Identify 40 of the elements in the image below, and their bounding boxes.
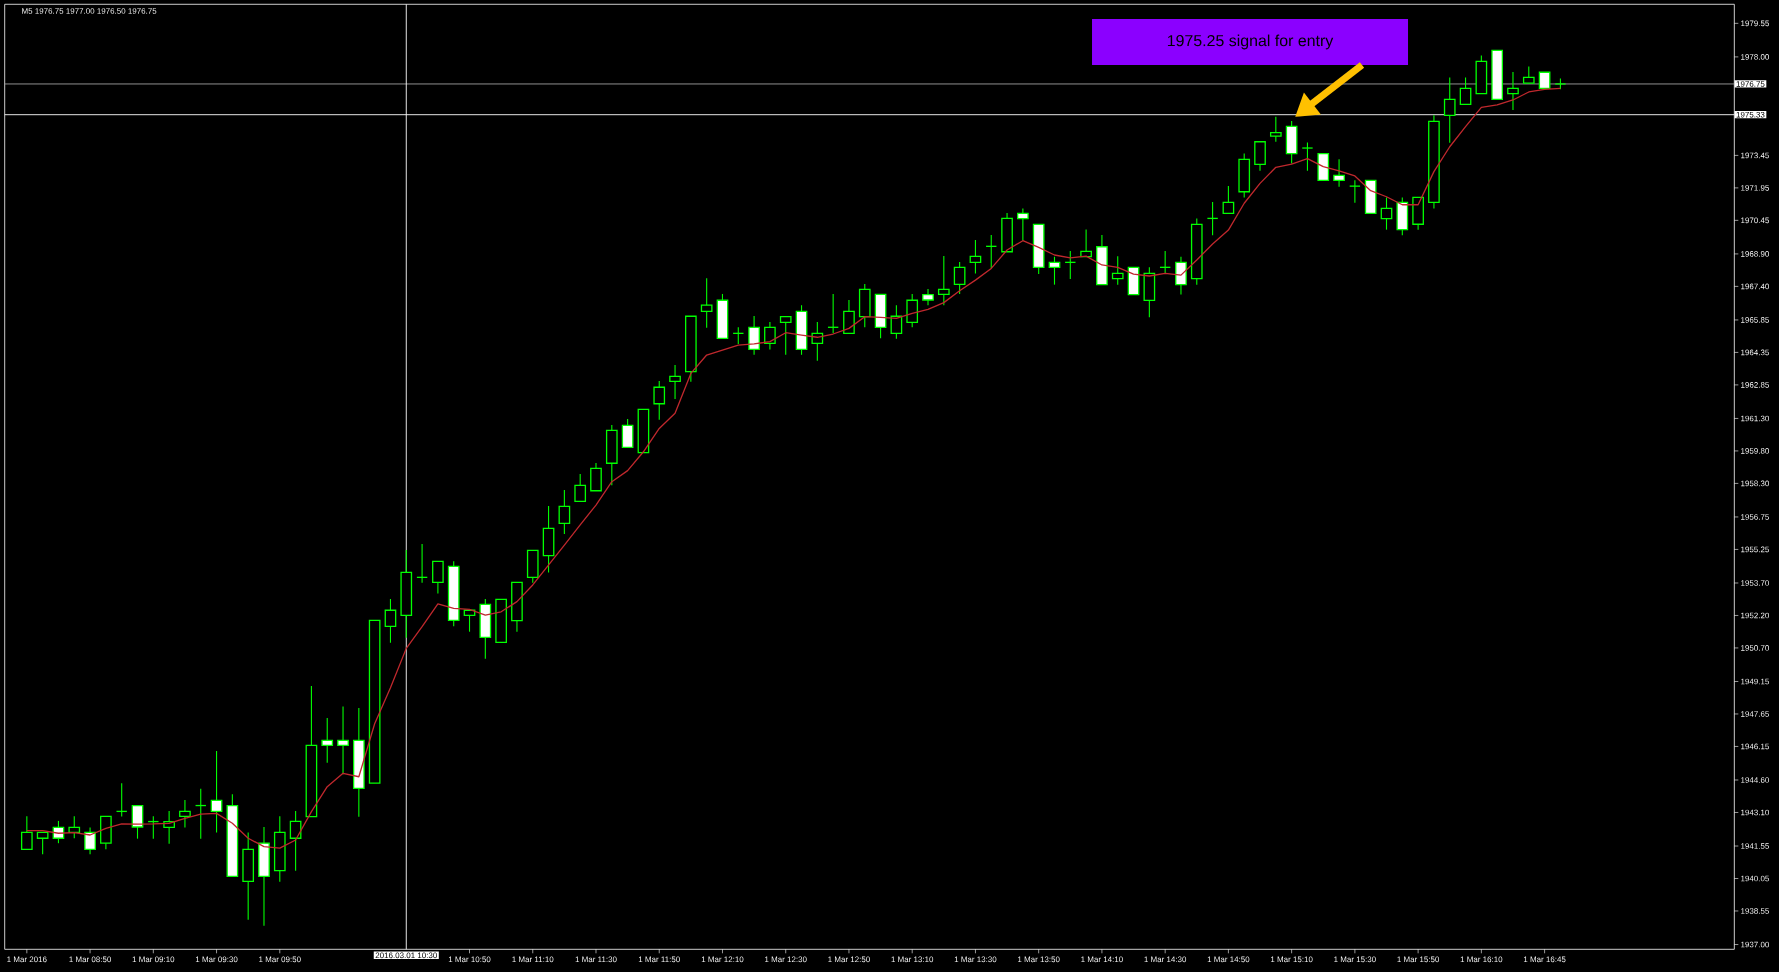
candlestick	[36, 831, 49, 855]
candlestick	[1017, 207, 1029, 242]
candlestick	[384, 598, 397, 644]
candlestick	[590, 462, 602, 492]
candlestick	[969, 239, 982, 274]
candlestick	[922, 288, 934, 306]
candlestick	[906, 293, 919, 328]
candlestick	[20, 815, 33, 850]
candlestick	[1269, 116, 1282, 143]
candlestick	[574, 473, 587, 503]
annotation: 1975.25 signal for entry	[1167, 34, 1334, 50]
candlestick	[653, 380, 666, 421]
candlestick	[1459, 76, 1472, 105]
candlestick	[1222, 185, 1235, 215]
candlestick	[1507, 71, 1519, 111]
candlestick	[764, 321, 776, 350]
candlestick	[558, 489, 571, 535]
candlestick	[1175, 256, 1187, 296]
candlestick	[1349, 179, 1361, 204]
candlestick	[179, 799, 191, 828]
candlestick	[669, 364, 681, 400]
candlestick	[1380, 196, 1393, 231]
candlestick	[779, 316, 792, 356]
candlestick	[1254, 140, 1266, 172]
candlestick	[1048, 256, 1061, 286]
candlestick	[337, 706, 349, 775]
candlestick	[1111, 255, 1124, 286]
candlestick	[84, 826, 96, 855]
candlestick	[1333, 158, 1345, 188]
candlestick	[937, 255, 950, 306]
candlestick	[432, 560, 444, 595]
candlestick	[843, 299, 855, 335]
candlestick	[1301, 141, 1314, 172]
candlestick	[321, 717, 334, 764]
candlestick	[748, 315, 760, 356]
candlestick	[953, 261, 966, 295]
candlestick	[700, 277, 713, 329]
candlestick	[1443, 76, 1456, 144]
candlestick	[210, 750, 223, 834]
candlestick	[621, 418, 634, 449]
